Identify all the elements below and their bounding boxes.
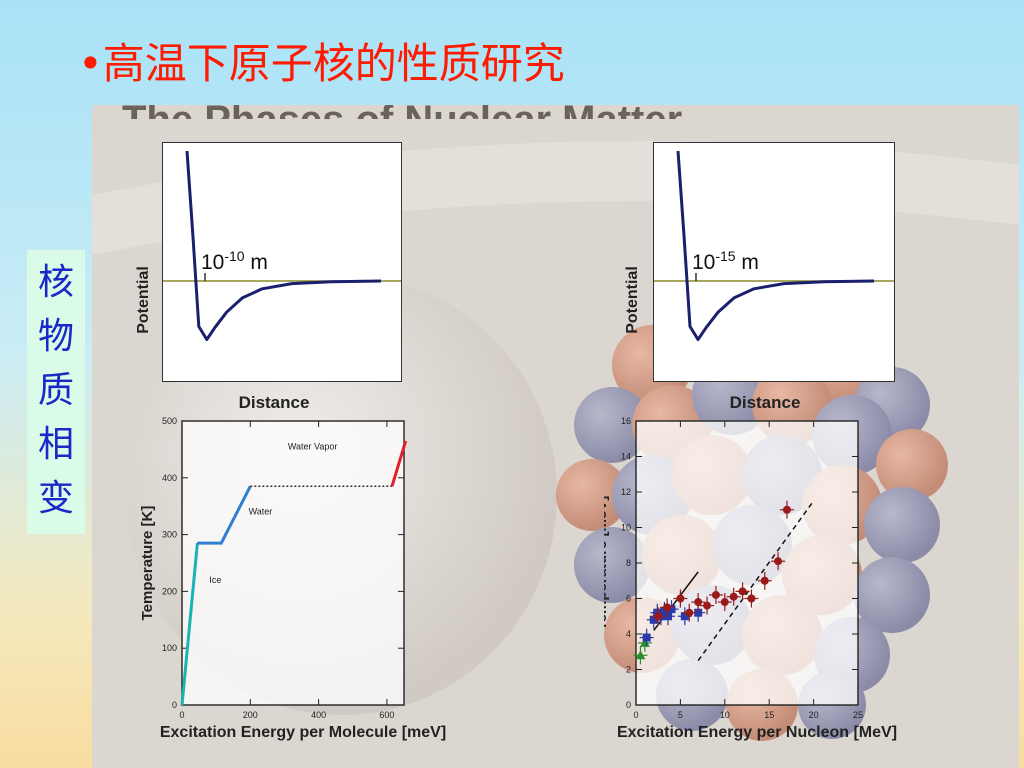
data-point xyxy=(642,633,651,642)
slide-title: •高温下原子核的性质研究 xyxy=(78,39,565,88)
scale-annotation: 10-15 m xyxy=(692,248,759,274)
y-tick-label: 0 xyxy=(626,700,631,710)
y-tick-label: 4 xyxy=(626,629,631,639)
potential-plot-nuclear-svg: 10-15 m xyxy=(654,150,894,341)
y-tick-label: 100 xyxy=(162,643,177,653)
x-axis-label: Distance xyxy=(239,393,310,412)
data-point xyxy=(639,637,650,647)
phase-curve-segment xyxy=(180,542,199,706)
y-tick-label: 16 xyxy=(621,416,631,426)
data-point xyxy=(774,557,783,566)
side-label-char: 物 xyxy=(37,316,74,357)
potential-plot-atomic-svg: 10-10 m xyxy=(163,150,401,341)
x-tick-label: 0 xyxy=(179,710,184,720)
y-axis-label: Potential xyxy=(624,266,641,334)
potential-plot-atomic: 10-10 m xyxy=(162,142,402,382)
potential-plot-atomic-xlabel: Distance xyxy=(239,393,310,412)
phase-label: Ice xyxy=(209,575,221,585)
data-point xyxy=(685,608,694,617)
data-point xyxy=(694,598,703,607)
x-tick-label: 25 xyxy=(853,710,863,720)
potential-curve xyxy=(676,150,875,341)
side-label: 核 物 质 相 变 xyxy=(27,250,85,534)
data-point xyxy=(660,606,669,615)
x-tick-label: 20 xyxy=(809,710,819,720)
phase-label: Water xyxy=(249,507,273,517)
x-tick-label: 5 xyxy=(678,710,683,720)
side-label-char: 相 xyxy=(37,424,74,465)
x-tick-label: 600 xyxy=(379,710,394,720)
potential-curve xyxy=(185,150,382,341)
data-point xyxy=(676,594,685,603)
data-point xyxy=(729,592,738,601)
data-point xyxy=(667,605,676,614)
y-tick-label: 500 xyxy=(162,416,177,426)
y-tick-label: 10 xyxy=(621,523,631,533)
data-point xyxy=(720,598,729,607)
data-point xyxy=(635,650,646,660)
water-phase-chart-svg: 0 200 400 600 0 100 200 300 400 500 Excitation Ene… xyxy=(139,416,446,741)
y-tick-label: 6 xyxy=(626,594,631,604)
y-axis-label: Potential xyxy=(135,266,152,334)
data-point xyxy=(703,601,712,610)
scale-annotation: 10-10 m xyxy=(201,248,268,274)
potential-plot-nuclear: 10-15 m xyxy=(653,142,895,382)
data-point xyxy=(663,612,672,621)
nuclear-caloric-chart-svg: 0 5 10 15 20 25 0 2 4 6 8 10 12 14 16 Excitation Energy… xyxy=(593,416,897,741)
data-point xyxy=(694,608,703,617)
data-point xyxy=(738,587,747,596)
figure-header: The Phases of Nuclear Matter xyxy=(122,105,682,119)
x-axis-label: Excitation Energy per Molecule [meV] xyxy=(160,724,446,741)
data-point xyxy=(747,594,756,603)
y-tick-label: 12 xyxy=(621,487,631,497)
trend-line xyxy=(697,500,815,662)
data-point xyxy=(649,615,658,624)
data-point xyxy=(711,590,720,599)
water-phase-chart: 0 200 400 600 0 100 200 300 400 500 Excitation Ene… xyxy=(122,413,542,763)
potential-plot-atomic-ylabel: Potential xyxy=(135,266,152,334)
plot-frame xyxy=(635,420,859,706)
y-tick-label: 8 xyxy=(626,558,631,568)
phase-label: Water Vapor xyxy=(288,441,338,451)
y-axis-label: Temperature [K] xyxy=(139,506,156,621)
x-axis-label: Excitation Energy per Nucleon [MeV] xyxy=(617,724,897,741)
side-label-char: 质 xyxy=(37,370,74,411)
x-tick-label: 0 xyxy=(633,710,638,720)
plot-frame xyxy=(181,420,405,706)
phase-curve-segment xyxy=(197,485,252,545)
data-point xyxy=(782,505,791,514)
figure-image: The Phases of Nuclear Matter 10-10 m Pot… xyxy=(92,105,1019,768)
y-tick-label: 14 xyxy=(621,452,631,462)
x-tick-label: 200 xyxy=(243,710,258,720)
y-tick-label: 0 xyxy=(172,700,177,710)
x-tick-label: 15 xyxy=(764,710,774,720)
potential-plot-nuclear-ylabel: Potential xyxy=(624,266,641,334)
x-axis-label: Distance xyxy=(730,393,801,412)
side-label-char: 核 xyxy=(37,262,74,303)
side-label-char: 变 xyxy=(37,478,74,519)
data-point xyxy=(663,603,672,612)
figure-header-text: The Phases of Nuclear Matter xyxy=(122,105,682,119)
data-point xyxy=(680,612,689,621)
y-axis-label: Temperature [MeV] xyxy=(604,496,610,631)
data-point xyxy=(654,612,663,621)
potential-plot-nuclear-xlabel: Distance xyxy=(730,393,801,412)
x-tick-label: 400 xyxy=(311,710,326,720)
y-tick-label: 400 xyxy=(162,473,177,483)
y-tick-label: 200 xyxy=(162,586,177,596)
y-tick-label: 300 xyxy=(162,530,177,540)
phase-curve-segment xyxy=(390,440,408,487)
nuclear-caloric-chart: 0 5 10 15 20 25 0 2 4 6 8 10 12 14 16 Excitation Energy… xyxy=(593,413,1019,763)
y-tick-label: 2 xyxy=(626,665,631,675)
data-point xyxy=(760,576,769,585)
x-tick-label: 10 xyxy=(720,710,730,720)
